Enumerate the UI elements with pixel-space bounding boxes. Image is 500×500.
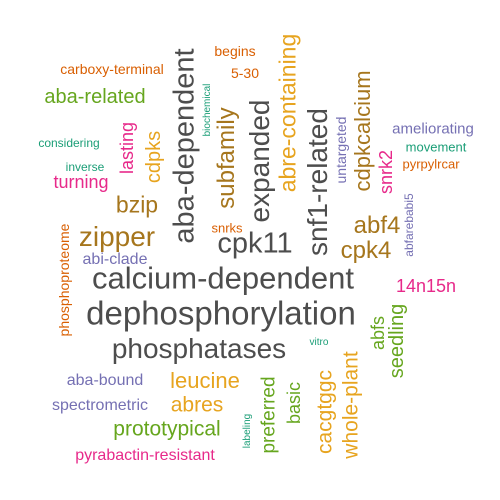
word-cpk11: cpk11 (217, 227, 293, 260)
word-abres: abres (170, 393, 224, 417)
word-zipper: zipper (78, 221, 156, 252)
word-vitro: vitro (309, 337, 329, 348)
word-labeling: labeling (242, 413, 253, 449)
word-cdpkcalcium: cdpkcalcium (350, 70, 375, 192)
word-basic: basic (284, 381, 304, 425)
word-untargeted: untargeted (333, 116, 349, 184)
word-biochemical: biochemical (202, 83, 213, 137)
word-aba-bound: aba-bound (66, 372, 144, 389)
word-snf1-related: snf1-related (302, 108, 333, 256)
word-abre-containing: abre-containing (274, 33, 301, 193)
word-preferred: preferred (258, 376, 280, 454)
word-calcium-dependent: calcium-dependent (92, 260, 354, 296)
word-expanded: expanded (244, 99, 275, 223)
word-cacgtggc: cacgtggc (313, 369, 337, 455)
word-prototypical: prototypical (113, 417, 221, 441)
word-carboxy-terminal: carboxy-terminal (60, 61, 164, 77)
word-aba-related: aba-related (44, 86, 146, 108)
word-ameliorating: ameliorating (392, 120, 474, 138)
word-bzip: bzip (115, 191, 159, 218)
word-snrk2: snrk2 (376, 149, 396, 195)
word-abi-clade: abi-clade (82, 251, 148, 268)
word-abf4: abf4 (353, 212, 401, 239)
word-phosphatases: phosphatases (111, 333, 287, 364)
word-pyrabactin-resistant: pyrabactin-resistant (75, 447, 215, 464)
word-seedling: seedling (386, 303, 408, 379)
word-14n15n: 14n15n (395, 276, 457, 296)
word-subfamily: subfamily (213, 107, 240, 209)
word-abfarebabi5: abfarebabi5 (402, 193, 416, 257)
word-5-30: 5-30 (230, 65, 260, 81)
word-phosphoproteome: phosphoproteome (56, 223, 72, 337)
word-begins: begins (214, 43, 256, 59)
word-whole-plant: whole-plant (339, 351, 363, 459)
word-dephosphorylation: dephosphorylation (86, 294, 356, 332)
word-cpk4: cpk4 (340, 237, 392, 264)
word-cdpks: cdpks (143, 130, 165, 184)
word-abfs: abfs (368, 315, 388, 351)
word-leucine: leucine (170, 368, 240, 393)
word-spectrometric: spectrometric (51, 397, 149, 414)
word-movement: movement (405, 139, 467, 155)
word-aba-dependent: aba-dependent (168, 48, 201, 244)
word-pyrpylrcar: pyrpylrcar (402, 156, 460, 172)
word-lasting: lasting (117, 121, 137, 175)
word-inverse: inverse (65, 160, 105, 174)
word-snrks: snrks (211, 220, 243, 236)
word-considering: considering (38, 136, 100, 150)
word-turning: turning (53, 172, 109, 192)
